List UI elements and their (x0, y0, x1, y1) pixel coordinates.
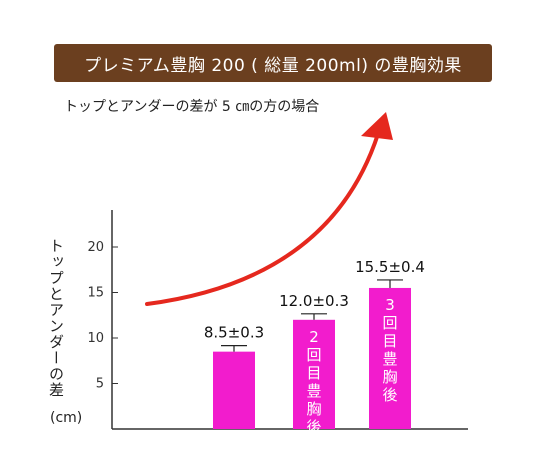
chart-title: プレミアム豊胸 200 ( 総量 200ml) の豊胸効果 (84, 55, 462, 76)
bar-label-char: 回 (306, 346, 321, 364)
bar-label-char: 3 (385, 296, 395, 314)
value-label: 12.0±0.3 (279, 292, 349, 310)
bar-label-char: 回 (382, 314, 397, 332)
trend-arrow-head (361, 112, 393, 140)
y-axis-label: トップとアンダーの差 (47, 238, 65, 398)
bar-label-char: 目 (306, 364, 321, 382)
y-tick-label: 20 (87, 240, 104, 255)
bar-label-char: 胸 (306, 400, 321, 418)
chart-subtitle: トップとアンダーの差が 5 ㎝の方の場合 (64, 99, 320, 115)
value-label: 8.5±0.3 (204, 324, 264, 342)
bar (213, 351, 255, 429)
bar-label-char: 豊 (382, 350, 397, 368)
bar (293, 319, 335, 429)
trend-arrow (145, 112, 393, 306)
bar-label-char: 胸 (382, 368, 397, 386)
y-tick-label: 15 (87, 286, 104, 301)
bar-label-char: 目 (382, 332, 397, 350)
bar-label-char: 後 (382, 386, 397, 404)
value-label: 15.5±0.4 (355, 258, 425, 276)
bar (369, 287, 411, 429)
y-tick-label: 5 (96, 377, 104, 392)
bar-label-char: 後 (306, 418, 321, 436)
title-banner: プレミアム豊胸 200 ( 総量 200ml) の豊胸効果 (54, 44, 492, 82)
y-tick-label: 10 (87, 331, 104, 346)
y-axis-unit: (cm) (50, 410, 83, 426)
bar-label-char: 2 (309, 328, 319, 346)
trend-arrow-line (145, 132, 380, 306)
bar-label-char: 豊 (306, 382, 321, 400)
